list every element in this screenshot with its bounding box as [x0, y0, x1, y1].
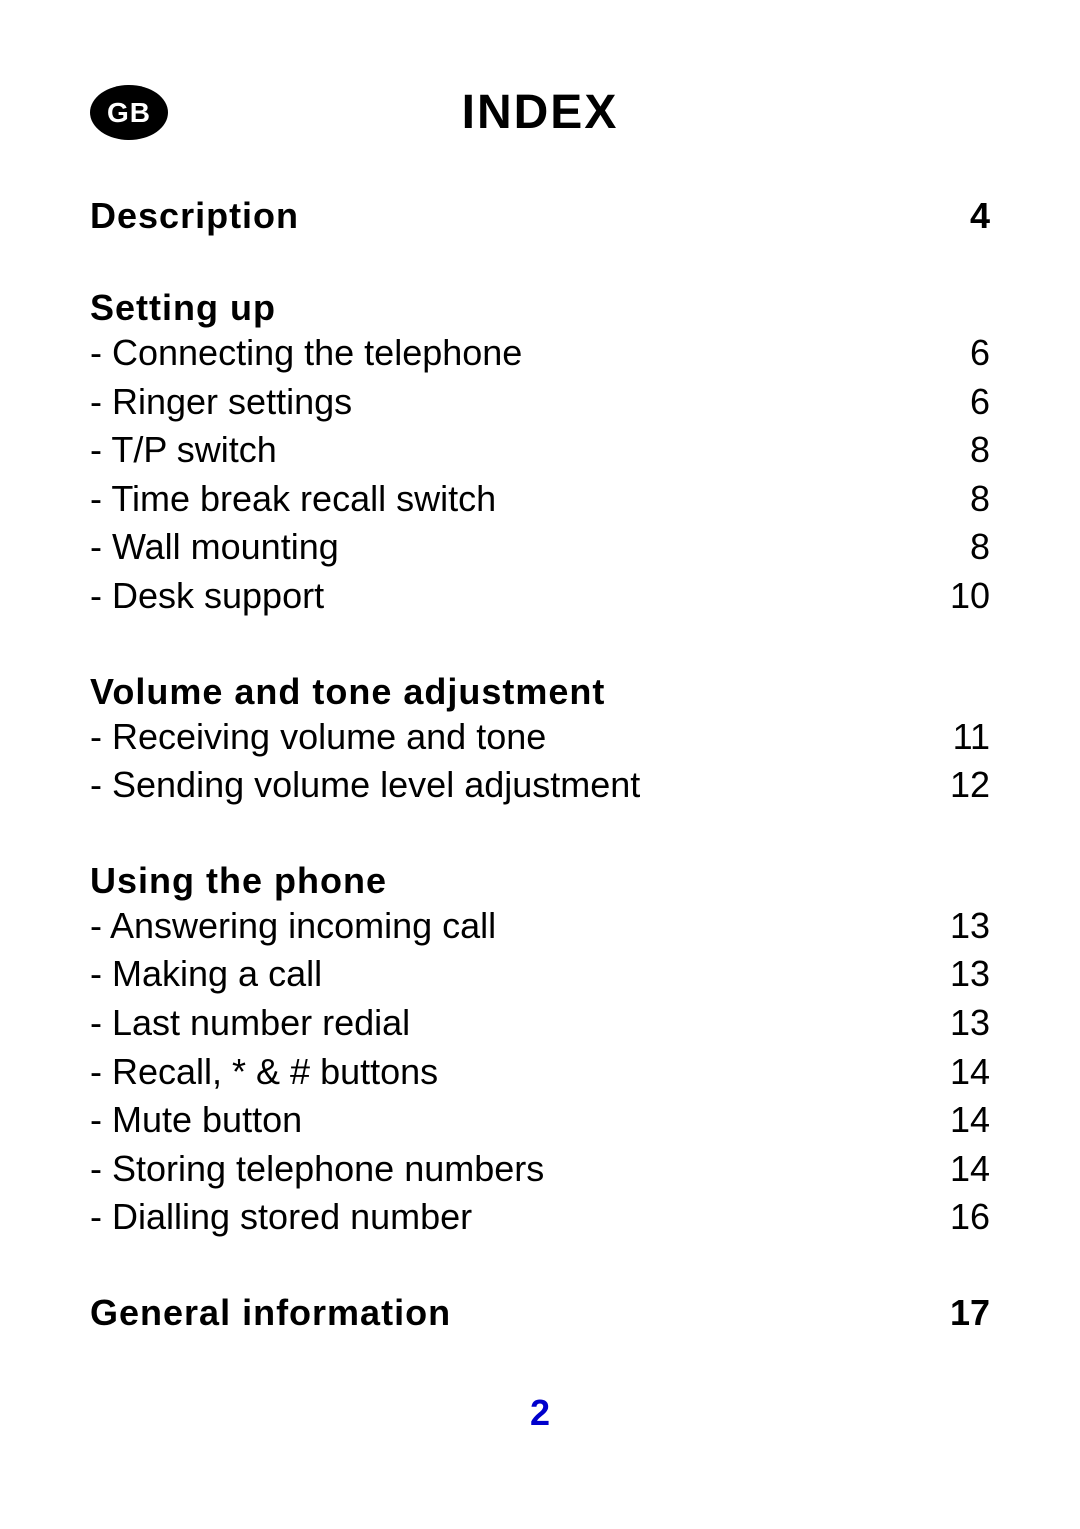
item-page: 13 — [950, 950, 990, 999]
item-label: - Wall mounting — [90, 523, 339, 572]
item-page: 8 — [970, 523, 990, 572]
section-header: Volume and tone adjustment — [90, 671, 990, 713]
item-page: 8 — [970, 426, 990, 475]
index-item: - Recall, * & # buttons 14 — [90, 1048, 990, 1097]
section-using-phone: Using the phone - Answering incoming cal… — [90, 860, 990, 1242]
index-item: - Storing telephone numbers 14 — [90, 1145, 990, 1194]
page-number: 2 — [0, 1392, 1080, 1434]
index-item: - Answering incoming call 13 — [90, 902, 990, 951]
item-page: 14 — [950, 1096, 990, 1145]
item-page: 13 — [950, 902, 990, 951]
item-label: - Ringer settings — [90, 378, 352, 427]
index-item: - Making a call 13 — [90, 950, 990, 999]
index-item: - T/P switch 8 — [90, 426, 990, 475]
section-setting-up: Setting up - Connecting the telephone 6 … — [90, 287, 990, 621]
index-item: - Sending volume level adjustment 12 — [90, 761, 990, 810]
item-label: - Connecting the telephone — [90, 329, 522, 378]
section-page: 17 — [950, 1292, 990, 1334]
item-page: 12 — [950, 761, 990, 810]
item-label: - Answering incoming call — [90, 902, 496, 951]
item-page: 11 — [953, 713, 990, 762]
item-label: - Desk support — [90, 572, 324, 621]
item-page: 14 — [950, 1048, 990, 1097]
section-title: Volume and tone adjustment — [90, 671, 605, 713]
section-description: Description 4 — [90, 195, 990, 237]
item-label: - Dialling stored number — [90, 1193, 472, 1242]
section-title: General information — [90, 1292, 451, 1334]
index-item: - Wall mounting 8 — [90, 523, 990, 572]
section-title: Setting up — [90, 287, 276, 329]
item-page: 14 — [950, 1145, 990, 1194]
index-item: - Time break recall switch 8 — [90, 475, 990, 524]
item-label: - Sending volume level adjustment — [90, 761, 640, 810]
item-label: - Mute button — [90, 1096, 302, 1145]
header: GB INDEX — [90, 85, 990, 140]
item-label: - T/P switch — [90, 426, 277, 475]
index-item: - Last number redial 13 — [90, 999, 990, 1048]
item-page: 6 — [970, 329, 990, 378]
section-title: Using the phone — [90, 860, 387, 902]
section-volume-tone: Volume and tone adjustment - Receiving v… — [90, 671, 990, 810]
item-page: 13 — [950, 999, 990, 1048]
index-item: - Ringer settings 6 — [90, 378, 990, 427]
item-label: - Storing telephone numbers — [90, 1145, 544, 1194]
index-item: - Connecting the telephone 6 — [90, 329, 990, 378]
item-label: - Making a call — [90, 950, 322, 999]
item-label: - Time break recall switch — [90, 475, 496, 524]
index-item: - Dialling stored number 16 — [90, 1193, 990, 1242]
item-page: 8 — [970, 475, 990, 524]
index-item: - Desk support 10 — [90, 572, 990, 621]
item-page: 10 — [950, 572, 990, 621]
item-page: 6 — [970, 378, 990, 427]
section-title: Description — [90, 195, 299, 237]
index-item: - Mute button 14 — [90, 1096, 990, 1145]
section-general-info: General information 17 — [90, 1292, 990, 1334]
page-title: INDEX — [90, 85, 990, 140]
item-label: - Receiving volume and tone — [90, 713, 546, 762]
item-page: 16 — [950, 1193, 990, 1242]
section-page: 4 — [970, 195, 990, 237]
section-header: Setting up — [90, 287, 990, 329]
index-item: - Receiving volume and tone 11 — [90, 713, 990, 762]
item-label: - Recall, * & # buttons — [90, 1048, 438, 1097]
section-header: Using the phone — [90, 860, 990, 902]
section-header: Description 4 — [90, 195, 990, 237]
section-header: General information 17 — [90, 1292, 990, 1334]
item-label: - Last number redial — [90, 999, 410, 1048]
